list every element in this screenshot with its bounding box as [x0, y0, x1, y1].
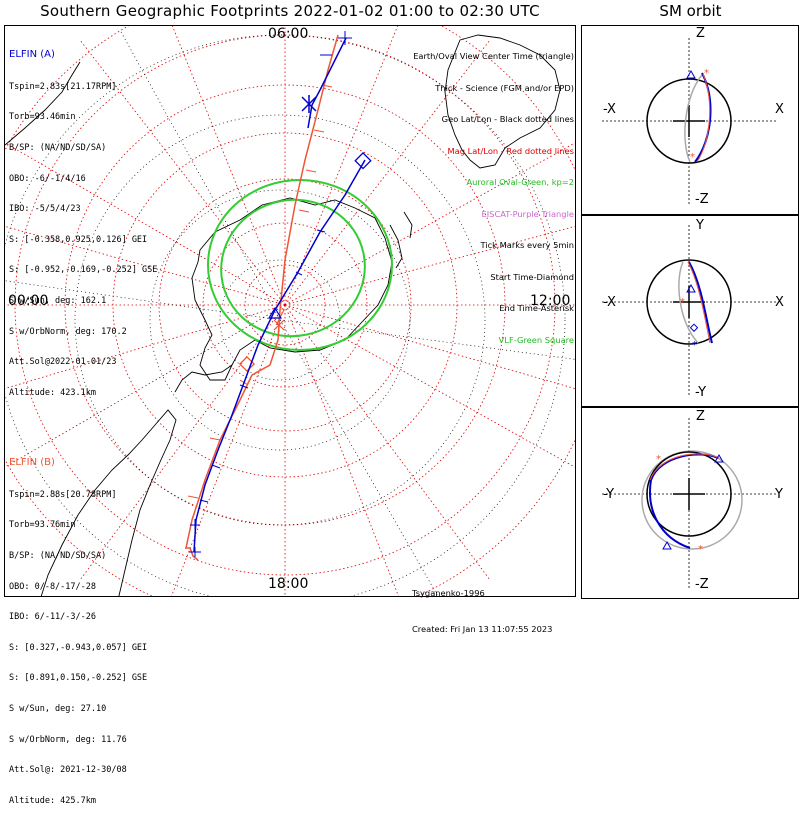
mag-lat-circle: [202, 222, 368, 388]
elfin-a-line: B/SP: (NA/ND/SD/SA): [9, 143, 107, 154]
antarctica-coastline: [191, 197, 393, 381]
main-title: Southern Geographic Footprints 2022-01-0…: [40, 2, 540, 20]
sm1-label-right: X: [775, 102, 784, 117]
clock-label-left: 00:00: [8, 293, 49, 309]
legend-item: Geo Lat/Lon - Black dotted lines: [441, 114, 574, 124]
elfin-b-line: S w/Sun, deg: 27.10: [9, 704, 107, 715]
created-timestamp: Created: Fri Jan 13 11:07:55 2023: [412, 624, 553, 634]
elfin-b-start-diamond: [239, 356, 255, 372]
map-legend: Earth/Oval View Center Time (triangle) T…: [413, 30, 574, 356]
elfin-b-line: Altitude: 425.7km: [9, 795, 96, 806]
africa-coastline: [5, 61, 81, 146]
peninsula-coastline: [174, 364, 233, 393]
mag-grid: [5, 26, 575, 596]
elfin-a-line: Tspin=2.83s[21.17RPM]: [9, 81, 117, 92]
clock-label-right: 12:00: [530, 293, 571, 309]
elfin-a-line: S: [-0.358,0.925,0.126] GEI: [9, 234, 148, 245]
elfin-b-header: ELFIN (B): [9, 457, 55, 469]
elfin-b-line: IBO: 6/-11/-3/-26: [9, 612, 96, 623]
legend-item: Earth/Oval View Center Time (triangle): [413, 51, 574, 61]
clock-label-bottom: 18:00: [268, 576, 309, 592]
credits: Tsyganenko-1996 Created: Fri Jan 13 11:0…: [412, 563, 552, 647]
elfin-b-end-asterisk: [273, 318, 285, 332]
sm2-label-left: -X: [603, 295, 616, 310]
sm-panel-xz: [581, 25, 799, 215]
polar-map-plot: [5, 26, 575, 596]
legend-item: Auroral Oval-Green, kp=2: [466, 177, 574, 187]
elfin-a-start-diamond: [354, 152, 372, 170]
sm1-label-top: Z: [696, 26, 705, 41]
legend-item: End Time-Asterisk: [499, 303, 574, 313]
polar-map-frame: [4, 25, 576, 597]
mag-lat-circle: [14, 34, 556, 576]
elfin-b-line: Torb=93.76min: [9, 520, 76, 531]
elfin-a-center-triangle: [267, 306, 283, 319]
mag-lat-circle: [158, 178, 412, 432]
elfin-a-line: S w/OrbNorm, deg: 170.2: [9, 326, 127, 337]
legend-item: VLF-Green Square: [498, 334, 574, 345]
southamerica-coastline: [40, 409, 177, 596]
elfin-a-line: IBO: -5/5/4/23: [9, 204, 81, 215]
elfin-b-track: [185, 34, 339, 561]
elfin-b-line: S: [0.891,0.150,-0.252] GSE: [9, 673, 148, 684]
sm2-label-top: Y: [696, 218, 704, 233]
clock-label-top: 06:00: [268, 26, 309, 42]
legend-item: Start Time-Diamond: [490, 271, 574, 282]
sm2-label-bottom: -Y: [695, 385, 707, 400]
elfin-b-line: Tspin=2.88s[20.78RPM]: [9, 489, 117, 500]
newzealand-coastline: [389, 211, 413, 269]
elfin-b-info: ELFIN (B) Tspin=2.88s[20.78RPM] Torb=93.…: [9, 437, 147, 816]
elfin-b-line: B/SP: (NA/ND/SD/SA): [9, 551, 107, 562]
legend-item: EISCAT-Purple Triangle: [481, 208, 574, 219]
sm3-label-top: Z: [696, 409, 705, 424]
elfin-a-line: Att.Sol@2022-01-01/23: [9, 357, 117, 368]
elfin-b-line: S: [0.327,-0.943,0.057] GEI: [9, 642, 148, 653]
sm-panel-xy: [581, 215, 799, 407]
sm3-label-left: -Y: [603, 487, 615, 502]
elfin-a-line: S: [-0.952,-0.169,-0.252] GSE: [9, 265, 158, 276]
elfin-b-line: OBO: 0/-8/-17/-28: [9, 581, 96, 592]
elfin-a-info: ELFIN (A) Tspin=2.83s[21.17RPM] Torb=93.…: [9, 29, 157, 408]
sm3-label-bottom: -Z: [695, 577, 709, 592]
elfin-b-ticks: [187, 84, 333, 499]
elfin-a-ticks: [190, 31, 352, 531]
sm2-label-right: X: [775, 295, 784, 310]
sm3-label-right: Y: [775, 487, 783, 502]
elfin-a-line: S w/Sun, deg: 162.1: [9, 296, 107, 307]
sm1-label-bottom: -Z: [695, 192, 709, 207]
elfin-a-line: OBO: -6/-1/4/16: [9, 173, 86, 184]
elfin-a-line: Torb=93.46min: [9, 112, 76, 123]
model-credit: Tsyganenko-1996: [412, 588, 485, 598]
elfin-a-line: Altitude: 423.1km: [9, 387, 96, 398]
elfin-a-track: [189, 31, 372, 557]
legend-item: Tick Marks every 5min: [480, 240, 574, 250]
legend-item: Thick - Science (FGM and/or EPD): [435, 82, 574, 93]
elfin-a-end-asterisk: [301, 95, 317, 113]
australia-coastline: [444, 34, 561, 169]
elfin-b-line: Att.Sol@: 2021-12-30/08: [9, 765, 127, 776]
legend-item: Mag Lat/Lon - Red dotted lines: [447, 145, 574, 156]
sm-panel-yz: [581, 407, 799, 599]
elfin-b-line: S w/OrbNorm, deg: 11.76: [9, 734, 127, 745]
sm-orbit-title: SM orbit: [659, 2, 722, 20]
sm1-label-left: -X: [603, 102, 616, 117]
elfin-a-header: ELFIN (A): [9, 49, 55, 61]
